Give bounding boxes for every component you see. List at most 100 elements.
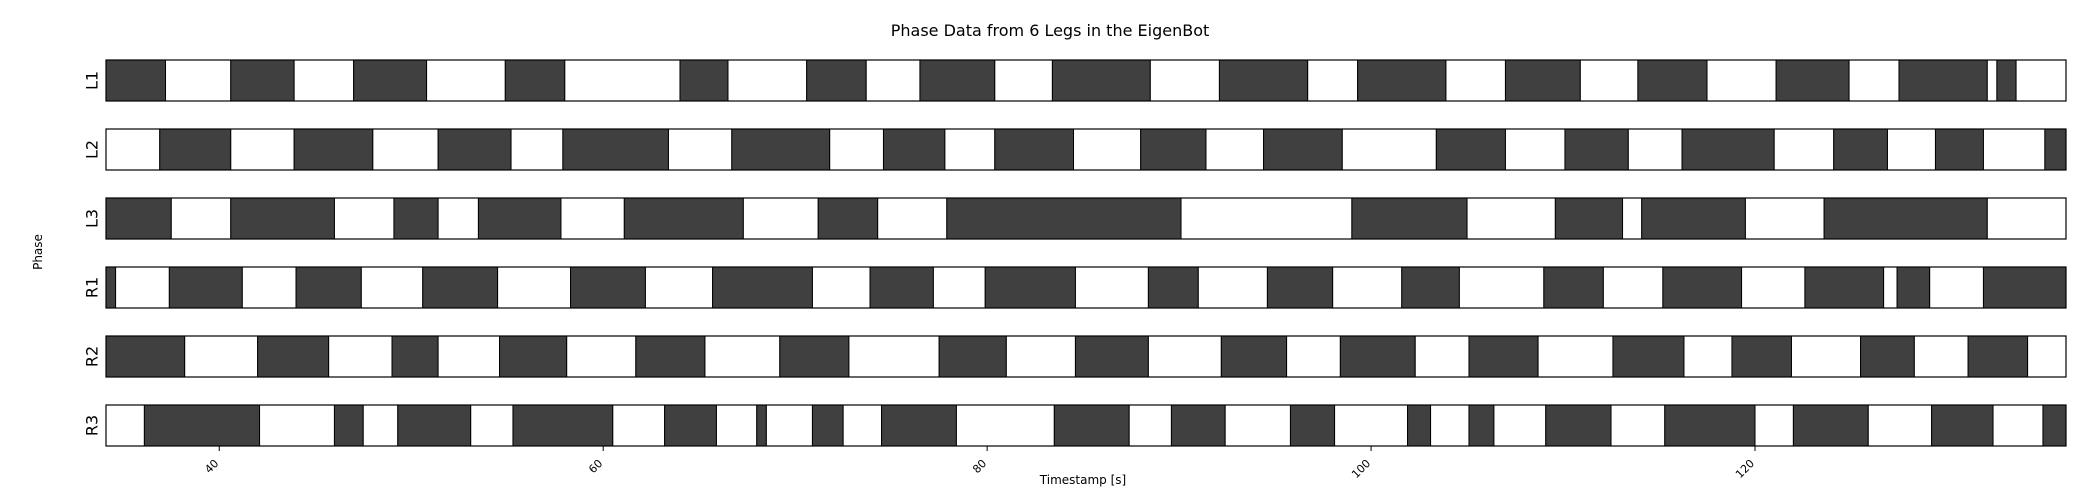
stance-segment <box>1833 128 1888 171</box>
swing-segment <box>230 128 295 171</box>
stance-segment <box>1804 266 1885 309</box>
stance-segment <box>159 128 232 171</box>
stance-segment <box>1681 128 1775 171</box>
stance-segment <box>811 404 844 447</box>
stance-segment <box>1263 128 1343 171</box>
swing-segment <box>1332 266 1403 309</box>
swing-segment <box>715 404 758 447</box>
swing-segment <box>1466 197 1556 240</box>
swing-segment <box>1504 128 1566 171</box>
swing-segment <box>1913 335 1969 378</box>
stance-segment <box>437 128 512 171</box>
swing-segment <box>259 404 335 447</box>
stance-segment <box>635 335 706 378</box>
x-axis-label: Timestamp [s] <box>1039 473 1126 487</box>
row-label: L1 <box>83 71 102 90</box>
x-tick-label: 40 <box>202 457 221 476</box>
stance-segment <box>512 404 614 447</box>
swing-segment <box>328 335 393 378</box>
swing-segment <box>1982 128 2046 171</box>
stance-segment <box>779 335 850 378</box>
phase-row-l1: L1 <box>83 59 2067 102</box>
swing-segment <box>1622 197 1643 240</box>
swing-segment <box>1128 404 1172 447</box>
row-frame <box>105 266 2067 309</box>
stance-segment <box>1612 335 1685 378</box>
swing-segment <box>1445 59 1506 102</box>
x-tick-label: 80 <box>970 457 989 476</box>
stance-segment <box>1140 128 1207 171</box>
stance-segment <box>422 266 499 309</box>
swing-segment <box>644 266 714 309</box>
swing-segment <box>497 266 572 309</box>
stance-segment <box>1641 197 1746 240</box>
swing-segment <box>1341 128 1437 171</box>
phase-row-r2: R2 <box>83 335 2067 378</box>
swing-segment <box>848 335 940 378</box>
swing-segment <box>1074 266 1149 309</box>
chart-title: Phase Data from 6 Legs in the EigenBot <box>891 21 1210 40</box>
stance-segment <box>230 197 335 240</box>
stance-segment <box>1401 266 1460 309</box>
swing-segment <box>1883 266 1898 309</box>
stance-segment <box>664 404 717 447</box>
swing-segment <box>829 128 884 171</box>
stance-segment <box>353 59 428 102</box>
swing-segment <box>1627 128 1683 171</box>
swing-segment <box>1180 197 1353 240</box>
x-tick-label: 120 <box>1733 457 1757 481</box>
stance-segment <box>393 197 439 240</box>
stance-segment <box>105 335 186 378</box>
swing-segment <box>765 404 813 447</box>
swing-segment <box>372 128 439 171</box>
stance-segment <box>1934 128 1984 171</box>
stance-segment <box>994 128 1075 171</box>
stance-segment <box>230 59 295 102</box>
swing-segment <box>1414 335 1470 378</box>
swing-segment <box>1005 335 1076 378</box>
stance-segment <box>1266 266 1334 309</box>
swing-segment <box>1790 335 1862 378</box>
stance-segment <box>881 404 957 447</box>
swing-segment <box>1706 59 1777 102</box>
stance-segment <box>105 266 117 309</box>
row-frame <box>105 128 2067 171</box>
stance-segment <box>623 197 744 240</box>
swing-segment <box>1147 335 1222 378</box>
stance-segment <box>1564 128 1629 171</box>
stance-segment <box>1982 266 2067 309</box>
swing-segment <box>510 128 564 171</box>
phase-row-r1: R1 <box>83 266 2067 309</box>
stance-segment <box>1357 59 1447 102</box>
swing-segment <box>1197 266 1268 309</box>
stance-segment <box>1147 266 1199 309</box>
swing-segment <box>1334 404 1409 447</box>
swing-segment <box>560 197 625 240</box>
swing-segment <box>704 335 781 378</box>
stance-segment <box>257 335 330 378</box>
swing-segment <box>1286 335 1341 378</box>
row-frame <box>105 335 2067 378</box>
swing-segment <box>115 266 170 309</box>
swing-segment <box>1537 335 1614 378</box>
swing-segment <box>165 59 232 102</box>
stance-segment <box>1896 266 1931 309</box>
stance-segment <box>869 266 934 309</box>
swing-segment <box>1773 128 1835 171</box>
stance-segment <box>1220 335 1288 378</box>
stance-segment <box>295 266 362 309</box>
stance-segment <box>504 59 566 102</box>
swing-segment <box>564 59 681 102</box>
swing-segment <box>877 197 948 240</box>
row-frame <box>105 59 2067 102</box>
swing-segment <box>1867 404 1933 447</box>
stance-segment <box>391 335 439 378</box>
swing-segment <box>727 59 808 102</box>
stance-segment <box>1775 59 1850 102</box>
stance-segment <box>984 266 1076 309</box>
stance-segment <box>293 128 374 171</box>
swing-segment <box>1986 197 2067 240</box>
stance-segment <box>1051 59 1151 102</box>
swing-segment <box>566 335 637 378</box>
stance-segment <box>333 404 364 447</box>
